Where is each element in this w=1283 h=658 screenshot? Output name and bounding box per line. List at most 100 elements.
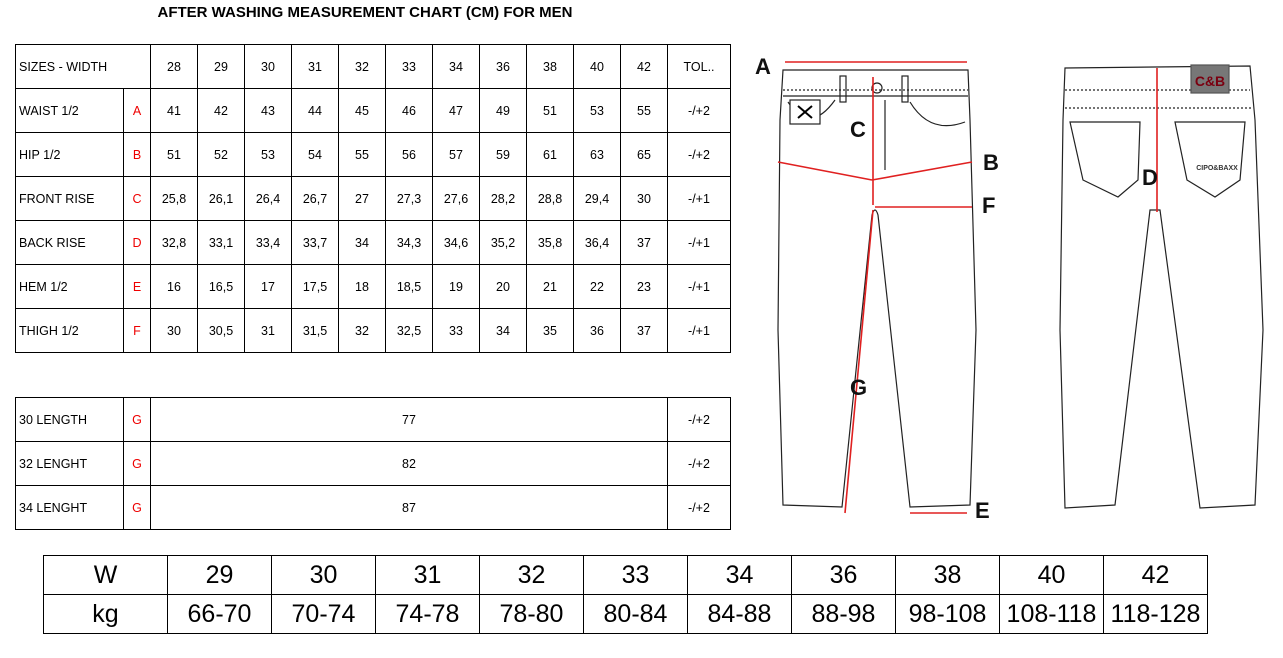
- weight-value: 80-84: [583, 594, 688, 634]
- table-row: BACK RISE D 32,8 33,1 33,4 33,7 34 34,3 34,6 35,2…: [15, 220, 731, 265]
- row-value: 46: [385, 88, 433, 133]
- row-value: 17,5: [291, 264, 339, 309]
- table-row: HEM 1/2 E 16 16,5 17 17,5 18 18,5 19 20 21 22 23 -/+1: [15, 264, 731, 309]
- row-value: 23: [620, 264, 668, 309]
- row-value: 65: [620, 132, 668, 177]
- label-c: C: [850, 117, 866, 142]
- row-value: 55: [620, 88, 668, 133]
- length-tol: -/+2: [667, 485, 731, 530]
- row-label: THIGH 1/2: [15, 308, 124, 353]
- label-a: A: [755, 54, 771, 79]
- weight-value: 78-80: [479, 594, 584, 634]
- row-value: 30,5: [197, 308, 245, 353]
- weight-row-label: kg: [43, 594, 168, 634]
- weight-value: 34: [687, 555, 792, 595]
- row-value: 53: [573, 88, 621, 133]
- row-value: 51: [526, 88, 574, 133]
- row-value: 26,1: [197, 176, 245, 221]
- row-value: 34,3: [385, 220, 433, 265]
- weight-value: 31: [375, 555, 480, 595]
- weight-value: 88-98: [791, 594, 896, 634]
- length-letter: G: [123, 441, 151, 486]
- row-value: 27,6: [432, 176, 480, 221]
- row-value: 21: [526, 264, 574, 309]
- size-header: 30: [244, 44, 292, 89]
- row-value: 35,8: [526, 220, 574, 265]
- weight-value: 74-78: [375, 594, 480, 634]
- length-tol: -/+2: [667, 441, 731, 486]
- row-value: 55: [338, 132, 386, 177]
- row-value: 57: [432, 132, 480, 177]
- row-tol: -/+1: [667, 264, 731, 309]
- size-header: 33: [385, 44, 433, 89]
- measure-b-left: [777, 161, 873, 181]
- measure-lines: [777, 61, 1158, 514]
- row-value: 36,4: [573, 220, 621, 265]
- row-value: 56: [385, 132, 433, 177]
- row-value: 45: [338, 88, 386, 133]
- weight-value: 32: [479, 555, 584, 595]
- row-letter: D: [123, 220, 151, 265]
- table-row: FRONT RISE C 25,8 26,1 26,4 26,7 27 27,3 27,6 28,…: [15, 176, 731, 221]
- logo: C&B: [1195, 73, 1225, 89]
- row-letter: B: [123, 132, 151, 177]
- row-letter: E: [123, 264, 151, 309]
- row-value: 52: [197, 132, 245, 177]
- weight-value: 118-128: [1103, 594, 1208, 634]
- weight-value: 70-74: [271, 594, 376, 634]
- row-tol: -/+2: [667, 132, 731, 177]
- row-value: 37: [620, 308, 668, 353]
- weight-value: 40: [999, 555, 1104, 595]
- row-value: 35: [526, 308, 574, 353]
- front-jeans: [777, 69, 977, 508]
- size-header: 36: [479, 44, 527, 89]
- row-value: 34: [338, 220, 386, 265]
- weight-value: 98-108: [895, 594, 1000, 634]
- row-value: 19: [432, 264, 480, 309]
- measure-b-right: [871, 161, 973, 181]
- length-label: 30 LENGTH: [15, 397, 124, 442]
- weight-value: 38: [895, 555, 1000, 595]
- row-value: 33,1: [197, 220, 245, 265]
- row-value: 59: [479, 132, 527, 177]
- size-header: 40: [573, 44, 621, 89]
- length-letter: G: [123, 397, 151, 442]
- row-value: 51: [150, 132, 198, 177]
- length-table: 30 LENGTH G 77 -/+2 32 LENGHT G 82 -/+2 34 LENGH…: [15, 397, 731, 530]
- row-value: 36: [573, 308, 621, 353]
- row-value: 43: [244, 88, 292, 133]
- row-value: 49: [479, 88, 527, 133]
- weight-value: 30: [271, 555, 376, 595]
- weight-value: 42: [1103, 555, 1208, 595]
- row-letter: F: [123, 308, 151, 353]
- row-value: 26,4: [244, 176, 292, 221]
- table-row: WAIST 1/2 A 41 42 43 44 45 46 47 49 51 53 55 -/+2: [15, 88, 731, 133]
- row-value: 34,6: [432, 220, 480, 265]
- weight-value: 108-118: [999, 594, 1104, 634]
- row-value: 17: [244, 264, 292, 309]
- row-value: 54: [291, 132, 339, 177]
- size-header: 28: [150, 44, 198, 89]
- length-letter: G: [123, 485, 151, 530]
- weight-row-label: W: [43, 555, 168, 595]
- row-tol: -/+2: [667, 88, 731, 133]
- row-value: 33: [432, 308, 480, 353]
- tol-header: TOL..: [667, 44, 731, 89]
- measure-g: [844, 209, 874, 514]
- length-row: 34 LENGHT G 87 -/+2: [15, 485, 731, 530]
- length-value: 82: [150, 441, 668, 486]
- row-label: BACK RISE: [15, 220, 124, 265]
- row-value: 32,5: [385, 308, 433, 353]
- row-label: HIP 1/2: [15, 132, 124, 177]
- row-value: 37: [620, 220, 668, 265]
- chart-title: AFTER WASHING MEASUREMENT CHART (CM) FOR…: [157, 4, 573, 21]
- row-value: 22: [573, 264, 621, 309]
- length-tol: -/+2: [667, 397, 731, 442]
- row-value: 61: [526, 132, 574, 177]
- row-value: 28,2: [479, 176, 527, 221]
- size-header: 38: [526, 44, 574, 89]
- row-label: FRONT RISE: [15, 176, 124, 221]
- row-value: 47: [432, 88, 480, 133]
- size-header: 34: [432, 44, 480, 89]
- row-value: 32,8: [150, 220, 198, 265]
